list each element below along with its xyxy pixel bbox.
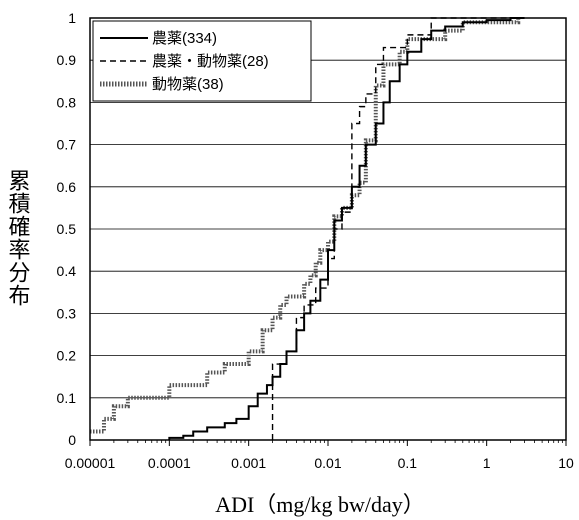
x-tick-label: 0.0001 (148, 455, 191, 471)
x-axis-ticks: 0.00001 0.0001 0.001 0.01 0.1 1 10 (65, 440, 574, 471)
x-tick-label: 0.00001 (65, 455, 116, 471)
y-tick-label: 0.4 (57, 263, 77, 279)
series-layer (90, 17, 525, 440)
y-axis-label: 累積確率分布 (6, 169, 31, 307)
legend-label: 農薬(334) (152, 30, 217, 47)
x-tick-label: 0.001 (231, 455, 266, 471)
legend-box (92, 20, 312, 102)
x-axis-label: ADI（mg/kg bw/day） (215, 492, 425, 517)
y-tick-label: 0 (68, 432, 76, 448)
y-tick-label: 0.3 (57, 305, 77, 321)
legend-label: 動物薬(38) (152, 76, 224, 93)
series-line-0 (168, 17, 525, 440)
y-tick-label: 1 (68, 10, 76, 26)
y-tick-label: 0.7 (57, 137, 77, 153)
y-tick-label: 0.9 (57, 52, 77, 68)
x-tick-label: 0.01 (314, 455, 341, 471)
series-line-1 (271, 17, 525, 440)
y-tick-label: 0.2 (57, 348, 77, 364)
x-tick-label: 0.1 (398, 455, 418, 471)
y-tick-label: 0.1 (57, 390, 77, 406)
legend-label: 農薬・動物薬(28) (152, 53, 269, 70)
x-tick-label: 1 (483, 455, 491, 471)
x-tick-label: 10 (558, 455, 574, 471)
y-tick-label: 0.8 (57, 94, 77, 110)
y-tick-label: 0.6 (57, 179, 77, 195)
y-axis-ticks: 0 0.1 0.2 0.3 0.4 0.5 0.6 0.7 0.8 0.9 1 (57, 10, 77, 448)
y-tick-label: 0.5 (57, 221, 77, 237)
legend: 農薬(334) 農薬・動物薬(28) 動物薬(38) (92, 20, 312, 102)
